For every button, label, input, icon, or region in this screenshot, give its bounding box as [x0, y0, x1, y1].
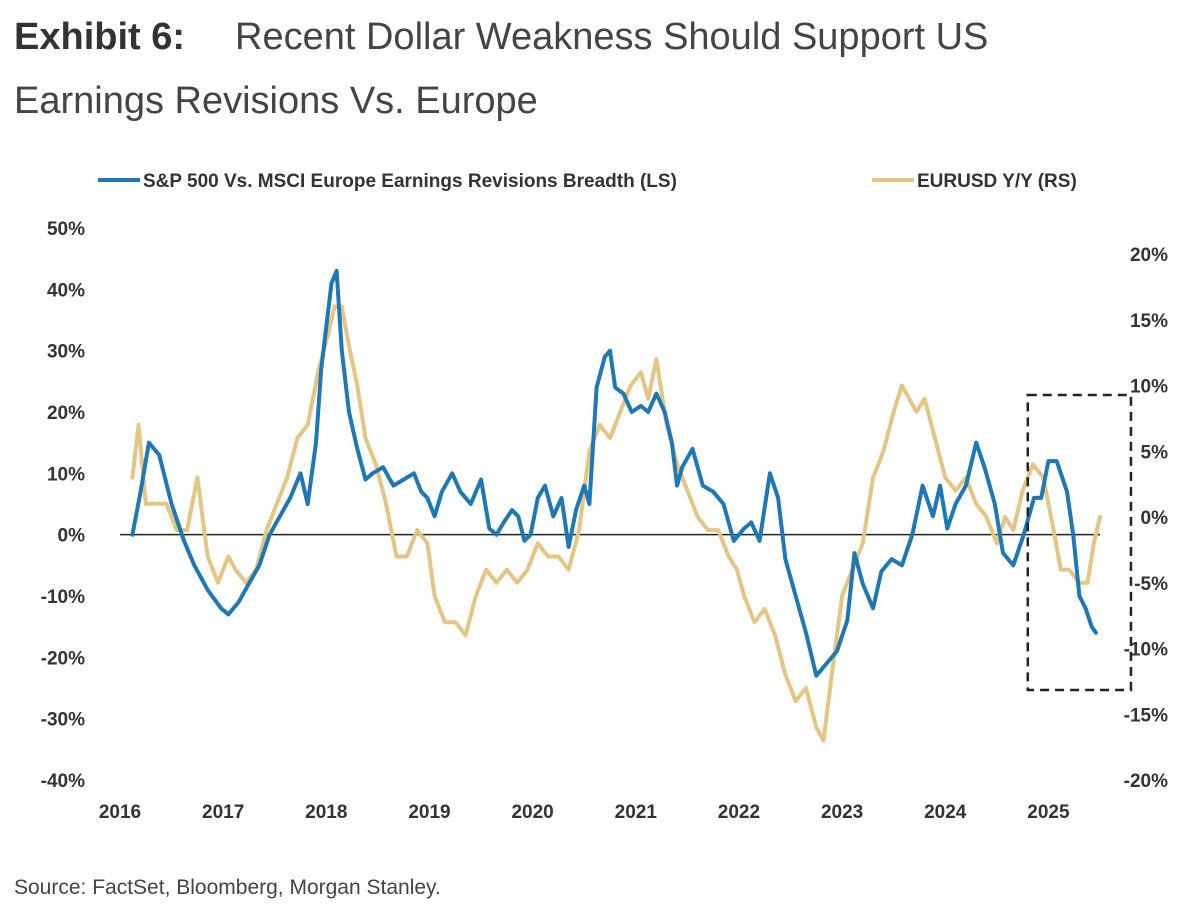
x-tick-label: 2024 [924, 802, 967, 823]
exhibit-label: Exhibit 6: [14, 16, 186, 58]
title-text-2: Earnings Revisions Vs. Europe [14, 80, 538, 122]
chart-title-line-2: Earnings Revisions Vs. Europe [14, 82, 538, 120]
series-lines [130, 268, 1102, 743]
highlight-dashed-box [1026, 393, 1133, 692]
right-y-tick-label: -5% [1134, 574, 1168, 595]
left-y-tick-label: -20% [41, 648, 85, 669]
right-y-tick-label: -10% [1124, 640, 1168, 661]
x-axis: 2016 2017 2018 2019 2020 2021 2022 2023 2024 2025 [99, 802, 1070, 823]
legend: S&P 500 Vs. MSCI Europe Earnings Revisio… [98, 171, 1077, 192]
left-y-tick-label: 40% [47, 280, 85, 301]
left-y-tick-label: 50% [47, 219, 85, 240]
legend-label-eurusd: EURUSD Y/Y (RS) [917, 171, 1077, 192]
x-tick-label: 2020 [511, 802, 553, 823]
title-text-1: Recent Dollar Weakness Should Support US [235, 16, 989, 58]
chart-title-line-1: Exhibit 6: Recent Dollar Weakness Should … [14, 18, 988, 56]
right-y-tick-label: 5% [1141, 442, 1169, 463]
x-tick-label: 2021 [615, 802, 658, 823]
legend-label-sp500-vs-europe: S&P 500 Vs. MSCI Europe Earnings Revisio… [143, 171, 677, 192]
left-y-tick-label: -10% [41, 587, 85, 608]
right-y-tick-label: -20% [1124, 771, 1168, 792]
x-tick-label: 2019 [408, 802, 450, 823]
left-y-tick-label: -40% [41, 771, 85, 792]
right-y-tick-label: 15% [1130, 311, 1168, 332]
source-note: Source: FactSet, Bloomberg, Morgan Stanl… [14, 876, 441, 899]
x-tick-label: 2025 [1027, 802, 1070, 823]
x-tick-label: 2022 [718, 802, 760, 823]
series-line-sp500-vs-europe [130, 268, 1098, 678]
x-tick-label: 2018 [305, 802, 347, 823]
right-y-tick-label: -15% [1124, 705, 1168, 726]
left-y-tick-label: -30% [41, 710, 85, 731]
x-tick-label: 2023 [821, 802, 863, 823]
left-y-tick-label: 0% [58, 526, 86, 547]
left-y-tick-label: 10% [47, 464, 85, 485]
left-y-tick-label: 20% [47, 403, 85, 424]
right-y-tick-label: 20% [1130, 245, 1168, 266]
x-tick-label: 2016 [99, 802, 141, 823]
dual-axis-line-chart: S&P 500 Vs. MSCI Europe Earnings Revisio… [41, 171, 1168, 823]
right-y-tick-label: 0% [1141, 508, 1169, 529]
right-y-tick-label: 10% [1130, 377, 1168, 398]
left-y-tick-label: 30% [47, 342, 85, 363]
x-tick-label: 2017 [202, 802, 244, 823]
left-y-axis: 50% 40% 30% 20% 10% 0% -10% -20% -30% -40% [41, 219, 85, 792]
right-y-axis: 20% 15% 10% 5% 0% -5% -10% -15% -20% [1124, 245, 1168, 792]
